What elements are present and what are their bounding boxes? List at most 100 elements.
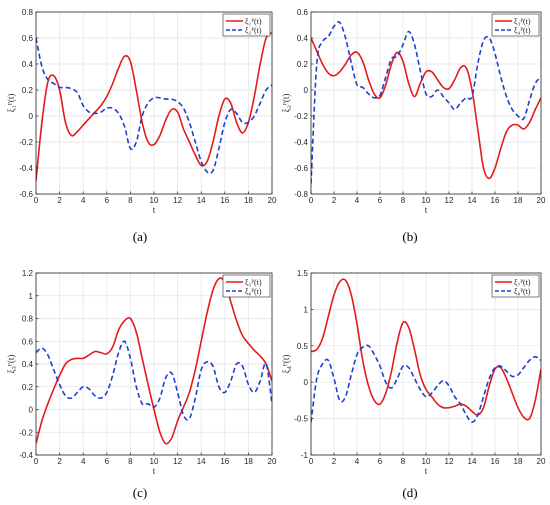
- legend-label: ξ₇ᴾ(t): [514, 278, 531, 287]
- x-tick-label: 18: [244, 457, 253, 466]
- y-tick-label: 1: [304, 305, 309, 314]
- x-tick-label: 8: [128, 457, 133, 466]
- x-tick-label: 20: [537, 457, 546, 466]
- y-axis-label: ξ₂ᴾ(t): [281, 94, 291, 113]
- y-tick-label: 0.8: [22, 315, 34, 324]
- y-tick-label: -0.4: [19, 164, 33, 173]
- x-tick-label: 16: [491, 196, 500, 205]
- legend-label: ξ₂ᴾ(t): [245, 26, 262, 35]
- x-tick-label: 18: [244, 196, 253, 205]
- y-tick-label: 0.6: [297, 8, 309, 17]
- x-axis-label: t: [153, 205, 156, 215]
- series-line-2: [311, 344, 541, 424]
- y-tick-label: -0.8: [294, 190, 308, 199]
- x-tick-label: 8: [128, 196, 133, 205]
- y-axis-label: ξ₃ᴾ(t): [6, 355, 16, 374]
- x-tick-label: 16: [220, 196, 229, 205]
- y-axis-label: ξ₁ᴾ(t): [6, 94, 16, 113]
- y-tick-label: -0.2: [294, 112, 308, 121]
- x-tick-label: 12: [173, 196, 182, 205]
- legend-label: ξ₆ᴾ(t): [245, 287, 262, 296]
- series-line-1: [311, 278, 541, 421]
- legend: ξ₃ᴾ(t)ξ₄ᴾ(t): [491, 13, 540, 37]
- y-tick-label: 1.2: [22, 269, 34, 278]
- legend: ξ₇ᴾ(t)ξ₈ᴾ(t): [491, 274, 540, 298]
- x-tick-label: 10: [150, 457, 159, 466]
- series-line-1: [36, 277, 272, 445]
- y-tick-label: -0.2: [19, 428, 33, 437]
- x-tick-label: 4: [355, 457, 360, 466]
- y-tick-label: -0.6: [19, 190, 33, 199]
- x-tick-label: 8: [401, 457, 406, 466]
- x-tick-label: 0: [309, 196, 314, 205]
- x-tick-label: 4: [81, 196, 86, 205]
- x-tick-label: 12: [173, 457, 182, 466]
- x-tick-label: 6: [105, 196, 110, 205]
- y-tick-label: 0: [29, 406, 34, 415]
- chart-panel-b: 0 2 4 6 8 10 12 14 16 18 20 -0.8 -0.6 -0.4 -0.2 0 0.2 0.4…: [281, 8, 546, 244]
- x-tick-label: 8: [401, 196, 406, 205]
- x-tick-label: 10: [422, 196, 431, 205]
- legend: ξ₅ᴾ(t)ξ₆ᴾ(t): [222, 274, 271, 298]
- y-tick-label: -0.4: [19, 451, 33, 460]
- x-tick-label: 16: [491, 457, 500, 466]
- y-tick-label: 1: [29, 292, 34, 301]
- y-tick-label: -0.4: [294, 138, 308, 147]
- y-tick-label: 0.6: [22, 34, 34, 43]
- y-tick-label: 0: [29, 112, 34, 121]
- x-tick-label: 16: [220, 457, 229, 466]
- y-tick-label: -0.2: [19, 138, 33, 147]
- series-line-1: [36, 32, 272, 182]
- y-tick-label: 0.2: [22, 86, 34, 95]
- series-line-2: [311, 21, 541, 184]
- legend-label: ξ₅ᴾ(t): [245, 278, 262, 287]
- x-tick-label: 6: [378, 457, 383, 466]
- legend-label: ξ₃ᴾ(t): [514, 17, 531, 26]
- y-tick-label: -0.5: [294, 415, 308, 424]
- y-tick-label: 1.5: [297, 269, 309, 278]
- series-line-2: [36, 340, 272, 421]
- x-tick-label: 12: [445, 196, 454, 205]
- series-line-2: [36, 37, 272, 175]
- y-tick-label: 0.4: [22, 60, 34, 69]
- panel-caption: (c): [133, 485, 147, 500]
- x-tick-label: 0: [34, 457, 39, 466]
- x-tick-label: 14: [197, 196, 206, 205]
- x-tick-label: 2: [332, 196, 337, 205]
- x-tick-label: 14: [197, 457, 206, 466]
- x-tick-label: 20: [268, 457, 277, 466]
- x-tick-label: 4: [355, 196, 360, 205]
- y-tick-label: 0.5: [297, 342, 309, 351]
- legend-label: ξ₄ᴾ(t): [514, 26, 531, 35]
- x-tick-label: 12: [445, 457, 454, 466]
- series-line-1: [311, 37, 541, 180]
- x-tick-label: 18: [514, 457, 523, 466]
- x-tick-label: 18: [514, 196, 523, 205]
- x-tick-label: 10: [150, 196, 159, 205]
- chart-panel-d: 0 2 4 6 8 10 12 14 16 18 20 -1 -0.5 0 0.5 1 1.5 t ξ₄ᴾ(t) ξ₇…: [281, 269, 546, 500]
- legend-label: ξ₁ᴾ(t): [245, 17, 262, 26]
- x-tick-label: 6: [378, 196, 383, 205]
- x-axis-label: t: [425, 205, 428, 215]
- panel-caption: (d): [402, 485, 417, 500]
- y-tick-label: -0.6: [294, 164, 308, 173]
- x-tick-label: 20: [268, 196, 277, 205]
- x-tick-label: 6: [105, 457, 110, 466]
- y-tick-label: 0.4: [297, 34, 309, 43]
- y-tick-label: 0: [304, 378, 309, 387]
- y-tick-label: 0.2: [22, 383, 34, 392]
- y-axis-label: ξ₄ᴾ(t): [281, 355, 291, 374]
- x-tick-label: 0: [309, 457, 314, 466]
- y-tick-label: -1: [301, 451, 309, 460]
- legend: ξ₁ᴾ(t)ξ₂ᴾ(t): [222, 13, 271, 37]
- chart-panel-c: 0 2 4 6 8 10 12 14 16 18 20 -0.4 -0.2 0 0.2 0.4 0.6 0.8 1 1…: [6, 269, 277, 500]
- y-tick-label: 0.8: [22, 8, 34, 17]
- x-tick-label: 0: [34, 196, 39, 205]
- x-tick-label: 14: [468, 196, 477, 205]
- x-tick-label: 20: [537, 196, 546, 205]
- y-tick-label: 0.6: [22, 337, 34, 346]
- y-tick-label: 0.4: [22, 360, 34, 369]
- x-axis-label: t: [425, 466, 428, 476]
- x-tick-label: 10: [422, 457, 431, 466]
